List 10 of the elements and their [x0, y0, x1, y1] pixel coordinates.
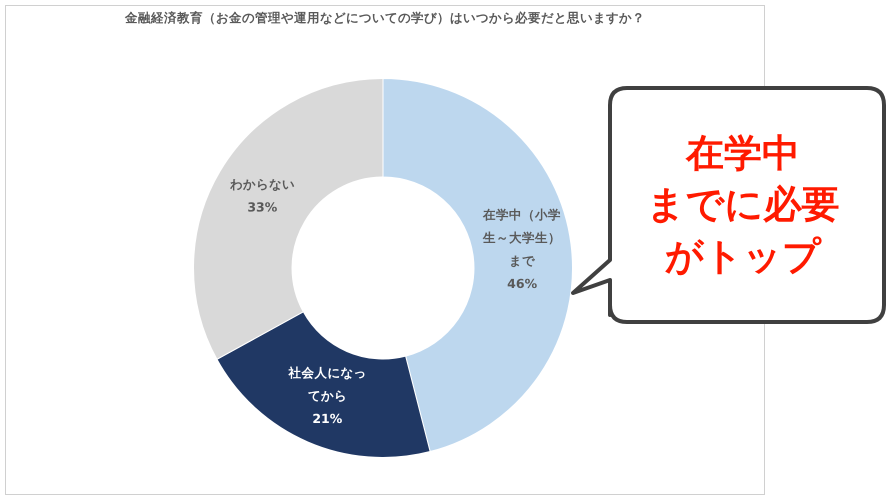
text: までに必要 [646, 181, 840, 228]
data-label: 33% [247, 199, 278, 214]
slice-label: 在学中（小学生～大学生）まで [482, 207, 562, 268]
text: 在学中 [686, 130, 800, 178]
chart-title: 金融経済教育（お金の管理や運用などについての学び）はいつから必要だと思いますか？ [124, 10, 646, 27]
slice-label: わからない [228, 176, 295, 192]
data-label: 46% [507, 276, 538, 292]
slice-label: 社会人になってから [287, 364, 366, 403]
data-label: 21% [312, 410, 343, 426]
text: がトップ [665, 232, 821, 280]
